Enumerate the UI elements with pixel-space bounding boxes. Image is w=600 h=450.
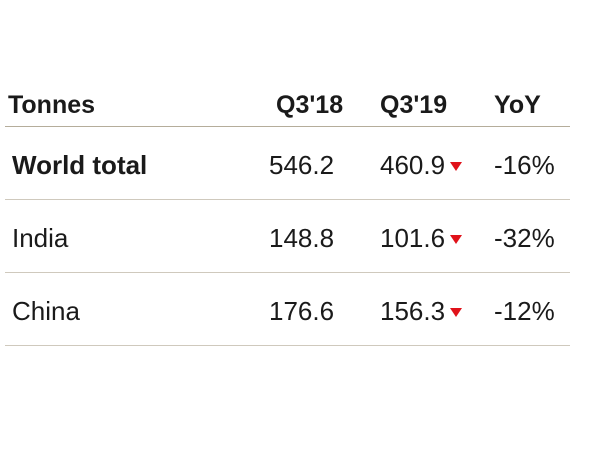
yoy-value: -16% bbox=[494, 150, 555, 180]
header-q3-19: Q3'19 bbox=[380, 91, 448, 119]
header-label: Tonnes bbox=[8, 91, 96, 119]
q3-18-value: 176.6 bbox=[269, 296, 335, 326]
q3-19-value: 101.6 bbox=[380, 223, 446, 253]
row-divider bbox=[5, 199, 570, 200]
row-divider bbox=[5, 272, 570, 273]
q3-18-value: 148.8 bbox=[269, 223, 335, 253]
down-arrow-icon bbox=[450, 308, 462, 317]
table-row: India 148.8 101.6 -32% bbox=[0, 201, 600, 273]
down-arrow-icon bbox=[450, 162, 462, 171]
table-header: Tonnes Q3'18 Q3'19 YoY bbox=[0, 82, 600, 126]
table-row: World total 546.2 460.9 -16% bbox=[0, 130, 600, 202]
yoy-value: -32% bbox=[494, 223, 555, 253]
row-label: India bbox=[12, 223, 69, 253]
header-q3-18: Q3'18 bbox=[276, 91, 344, 119]
row-label: China bbox=[12, 296, 80, 326]
down-arrow-icon bbox=[450, 235, 462, 244]
header-divider bbox=[5, 126, 570, 127]
q3-19-value: 460.9 bbox=[380, 150, 446, 180]
table-row: China 176.6 156.3 -12% bbox=[0, 274, 600, 346]
yoy-value: -12% bbox=[494, 296, 555, 326]
row-label: World total bbox=[12, 150, 148, 180]
header-yoy: YoY bbox=[494, 91, 541, 119]
row-divider bbox=[5, 345, 570, 346]
q3-18-value: 546.2 bbox=[269, 150, 335, 180]
q3-19-value: 156.3 bbox=[380, 296, 446, 326]
